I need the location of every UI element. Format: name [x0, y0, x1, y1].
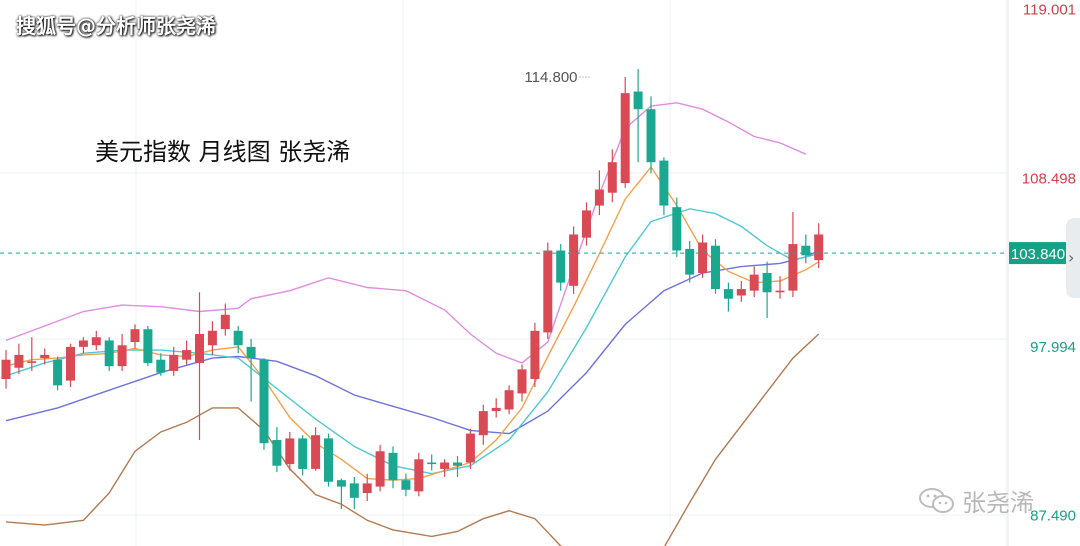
chevron-right-icon: ›: [1068, 248, 1075, 267]
candle-body: [401, 480, 411, 490]
chart-title: 美元指数 月线图 张尧浠: [95, 138, 351, 166]
candle-body: [569, 234, 579, 286]
candle-body: [130, 329, 140, 343]
candle-body: [723, 289, 733, 299]
candle-body: [66, 346, 75, 381]
candle-body: [440, 462, 450, 469]
candle-body: [259, 359, 269, 444]
candle-body: [40, 354, 50, 359]
candle-body: [143, 329, 153, 363]
candle-body: [556, 250, 566, 283]
candle-body: [582, 210, 591, 238]
candle-body: [233, 330, 243, 346]
candle-body: [465, 433, 475, 463]
wechat-icon: [919, 487, 954, 513]
candle-body: [285, 438, 295, 465]
candle-body: [788, 244, 798, 291]
candle-body: [620, 93, 630, 184]
candle-body: [220, 314, 230, 330]
candle-body: [607, 162, 617, 193]
candle-body: [53, 359, 63, 386]
candle-body: [414, 459, 424, 492]
candle-body: [749, 274, 759, 291]
watermark: 搜狐号@分析师张尧浠: [16, 14, 216, 38]
candle-body: [543, 250, 553, 333]
candle-body: [427, 462, 437, 465]
grid: [0, 0, 1008, 546]
candle-body: [530, 330, 540, 379]
candle-body: [698, 242, 708, 273]
candle-body: [491, 407, 501, 412]
y-tick-label: 119.001: [1023, 2, 1076, 19]
candle-body: [388, 452, 398, 481]
candle-body: [775, 290, 785, 293]
side-panel-handle[interactable]: ›: [1066, 218, 1080, 298]
candle-body: [207, 330, 217, 346]
candle-body: [594, 189, 604, 206]
candle-body: [182, 350, 192, 360]
candle-body: [685, 248, 695, 275]
annotations: 114.800: [524, 69, 590, 86]
brand-name: 张尧浠: [962, 489, 1034, 517]
candle-body: [478, 411, 488, 436]
candle-body: [1, 359, 11, 379]
candle-body: [814, 234, 824, 261]
candle-body: [311, 435, 321, 469]
candles: [1, 69, 824, 510]
y-tick-label: 108.498: [1022, 170, 1076, 187]
current-price-label: 103.840: [1011, 246, 1065, 263]
brand-mark: 张尧浠: [918, 483, 1034, 518]
candle-body: [375, 451, 385, 487]
ma5-line: [5, 165, 820, 481]
y-tick-label: 97.994: [1030, 339, 1076, 356]
candle-body: [349, 483, 359, 498]
boll-lower-line: [5, 333, 820, 546]
candle-body: [504, 390, 514, 410]
candle-body: [633, 91, 643, 110]
candle-body: [336, 480, 346, 487]
y-tick-label: 87.490: [1030, 508, 1076, 525]
high-price-label: 114.800: [524, 69, 577, 86]
ma10-line: [5, 208, 819, 475]
candle-body: [672, 207, 682, 251]
candle-body: [169, 354, 179, 371]
candle-body: [762, 273, 772, 293]
candle-body: [117, 345, 127, 367]
candle-body: [453, 462, 462, 466]
ma20-line: [5, 249, 820, 435]
candle-body: [91, 337, 101, 346]
candle-body: [362, 483, 372, 494]
candle-body: [195, 334, 204, 363]
candle-body: [156, 359, 166, 373]
candle-body: [711, 245, 720, 290]
candle-body: [801, 245, 811, 256]
candle-body: [517, 369, 527, 394]
candle-body: [298, 438, 308, 469]
candle-body: [27, 361, 37, 363]
candle-body: [736, 289, 746, 296]
candle-body: [324, 438, 333, 482]
candle-body: [104, 340, 114, 367]
candle-body: [14, 354, 24, 368]
candle-body: [646, 109, 656, 163]
current-price-tag: [1009, 242, 1067, 265]
candle-body: [246, 346, 256, 359]
boll-upper-line: [5, 102, 807, 364]
indicator-lines: [5, 102, 820, 546]
candle-body: [78, 340, 88, 347]
candle-body: [659, 160, 669, 206]
candle-body: [272, 440, 282, 466]
